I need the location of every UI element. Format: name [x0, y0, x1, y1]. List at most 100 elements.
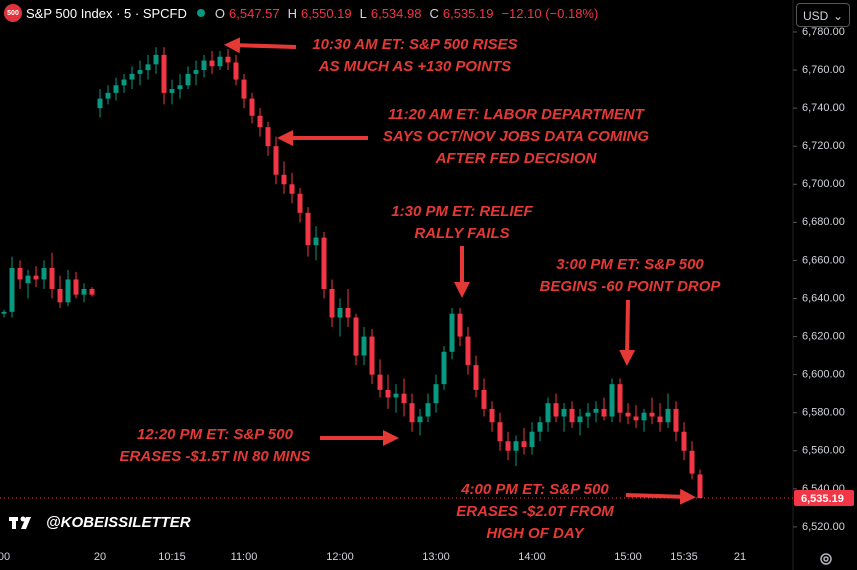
y-tick-label: 6,600.00 [802, 369, 845, 381]
candle-body [305, 212, 311, 246]
annotation: HIGH OF DAY [486, 525, 585, 542]
candle-body [473, 365, 479, 390]
candle-body [417, 416, 423, 423]
candle-body [17, 268, 23, 280]
candle-body [601, 408, 607, 417]
annotation: RALLY FAILS [414, 225, 509, 242]
candle-body [393, 393, 399, 398]
y-tick-label: 6,700.00 [802, 178, 845, 190]
y-tick-label: 6,560.00 [802, 445, 845, 457]
x-tick-label: 15:35 [670, 551, 698, 563]
candle-body [209, 60, 215, 67]
candle-body [313, 237, 319, 246]
currency-select[interactable]: USD ⌄ [796, 3, 850, 27]
chevron: ⌄ [832, 9, 843, 23]
candle-body [633, 416, 639, 421]
candle-body [641, 412, 647, 421]
candle-body [665, 408, 671, 423]
settings-icon[interactable] [820, 553, 832, 565]
candle-body [481, 389, 487, 409]
annotation: 1:30 PM ET: RELIEF [391, 203, 533, 220]
candle-body [593, 408, 599, 413]
candle-body [401, 393, 407, 404]
candle-body [681, 431, 687, 451]
candle-body [201, 60, 207, 71]
candle-body [609, 384, 615, 417]
header: 500 S&P 500 Index · 5 · SPCFD O 6,547.57 … [4, 4, 602, 22]
candle-body [673, 408, 679, 432]
candle-body [697, 474, 703, 499]
watermark: @KOBEISSILETTER [46, 514, 191, 531]
y-tick-label: 6,580.00 [802, 407, 845, 419]
candle-body [513, 441, 519, 451]
candle-body [369, 336, 375, 375]
h-value: 6,550.19 [301, 5, 352, 21]
candle-body [433, 384, 439, 404]
candle-body [521, 441, 527, 447]
candle-body [161, 54, 167, 93]
candle-body [153, 54, 159, 65]
candle-body [81, 288, 87, 295]
currency: USD [803, 9, 829, 23]
candle-body [449, 313, 455, 352]
candle-body [177, 85, 183, 90]
y-tick-label: 6,780.00 [802, 26, 845, 38]
candle-body [249, 98, 255, 116]
candle-body [73, 279, 79, 295]
annotation: 3:00 PM ET: S&P 500 [556, 256, 704, 273]
candle-body [441, 351, 447, 385]
l-value: 6,534.98 [370, 5, 422, 21]
candle-body [289, 184, 295, 194]
candle-body [9, 268, 15, 312]
candle-body [25, 275, 31, 284]
candle-body [89, 288, 95, 295]
logo: 500 [4, 4, 22, 22]
candle-body [649, 412, 655, 417]
candle-body [625, 412, 631, 417]
candle-body [233, 62, 239, 80]
candle-body [185, 73, 191, 86]
candle-body [361, 336, 367, 356]
candle-body [337, 308, 343, 318]
candle-body [505, 441, 511, 451]
x-tick-label: 20 [94, 551, 106, 563]
y-tick-label: 6,660.00 [802, 254, 845, 266]
candle-body [49, 268, 55, 289]
x-tick-label: 11:00 [231, 551, 258, 563]
candle-body [281, 174, 287, 185]
candle-body [689, 450, 695, 474]
candle-body [577, 416, 583, 423]
annotation: ERASES -$2.0T FROM [456, 503, 614, 520]
tv-logo [9, 516, 31, 529]
candle-body [553, 403, 559, 417]
last-price-label: 6,535.19 [801, 493, 844, 505]
arrow [619, 299, 636, 366]
annotation: BEGINS -60 POINT DROP [540, 278, 722, 295]
candle-body [193, 70, 199, 74]
candle-body [105, 92, 111, 99]
candle-body [137, 70, 143, 74]
candle-body [657, 416, 663, 423]
y-tick-label: 6,720.00 [802, 140, 845, 152]
candle-body [585, 412, 591, 417]
last-price-badge [794, 490, 854, 507]
candle-body [489, 408, 495, 423]
candle-body [385, 389, 391, 398]
candle-body [377, 374, 383, 390]
arrows [224, 37, 696, 505]
y-tick-label: 6,640.00 [802, 292, 845, 304]
candle-body [297, 193, 303, 213]
y-tick-label: 6,620.00 [802, 330, 845, 342]
candle-body [457, 313, 463, 337]
candle-body [145, 64, 151, 71]
x-tick-label: 00 [0, 551, 10, 563]
candle-body [529, 431, 535, 447]
arrow [625, 488, 696, 505]
candle-body [41, 268, 47, 280]
annotation: ERASES -$1.5T IN 80 MINS [120, 448, 311, 465]
y-tick-label: 6,760.00 [802, 64, 845, 76]
candle-body [217, 56, 223, 67]
h-label: H [287, 5, 298, 21]
